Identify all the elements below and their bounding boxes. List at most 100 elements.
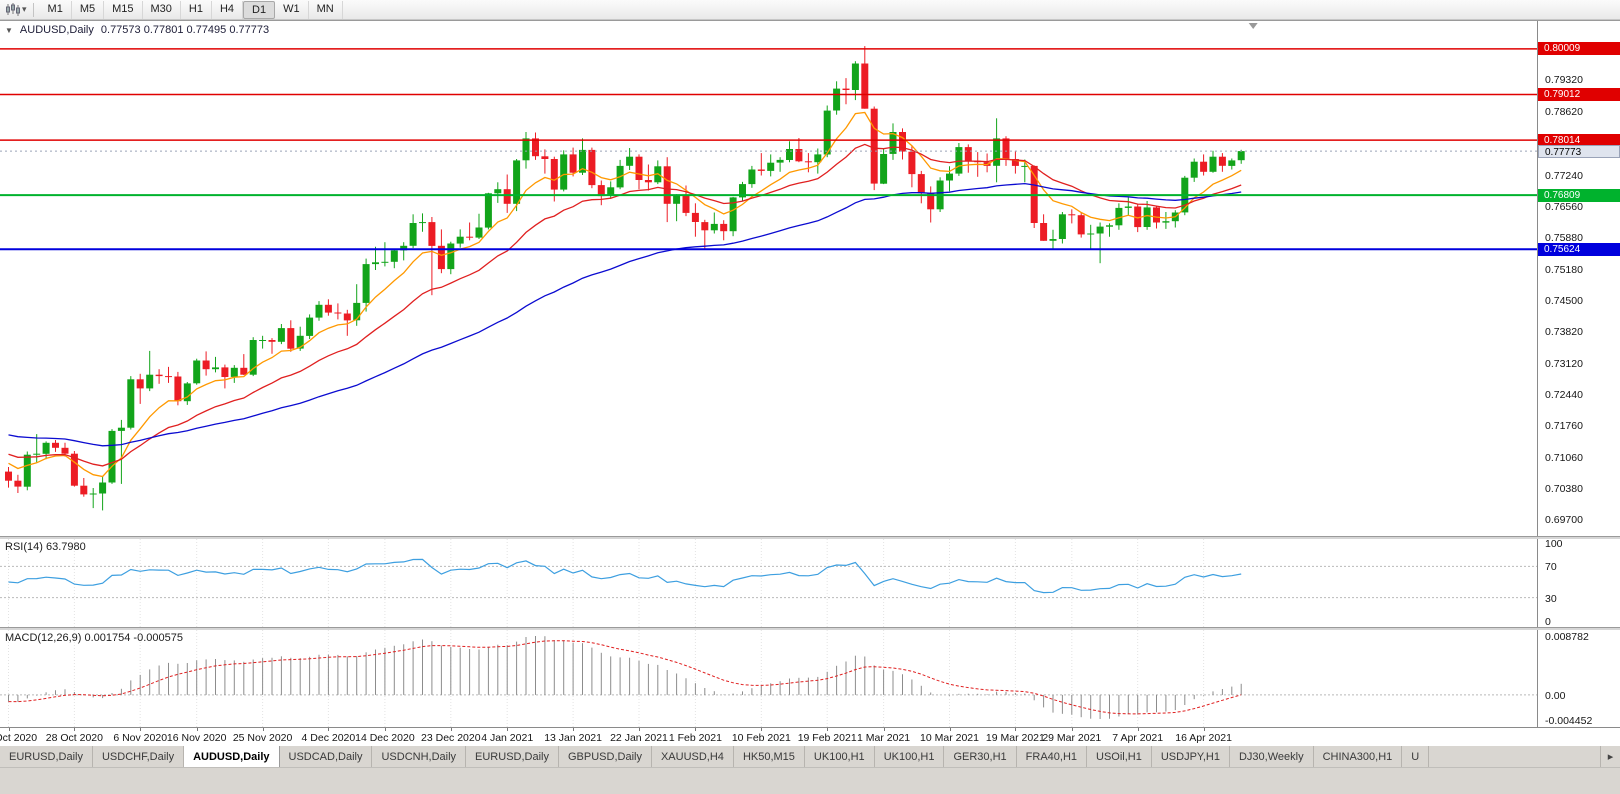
price-axis-label: 0.75880 xyxy=(1545,231,1583,244)
macd-signal-line xyxy=(8,640,1242,715)
macd-histogram-group xyxy=(8,636,1242,719)
tab-scroll-right-button[interactable]: ▸ xyxy=(1600,746,1620,767)
chart-tab-fra40-h1[interactable]: FRA40,H1 xyxy=(1017,746,1088,767)
macd-panel-plot[interactable] xyxy=(0,630,1537,727)
date-tick xyxy=(1203,728,1205,731)
candles-group xyxy=(5,46,1245,511)
rsi-axis-label: 30 xyxy=(1545,592,1557,605)
date-axis-label: 22 Jan 2021 xyxy=(610,732,668,744)
chart-tab-gbpusd-daily[interactable]: GBPUSD,Daily xyxy=(559,746,652,767)
chart-type-icon[interactable] xyxy=(4,2,22,18)
moving-average-lines-group xyxy=(8,111,1242,478)
price-line-label-box[interactable]: 0.76809 xyxy=(1538,188,1620,202)
date-tick xyxy=(8,728,10,731)
chart-tab-eurusd-daily[interactable]: EURUSD,Daily xyxy=(466,746,559,767)
panel-splitter[interactable] xyxy=(0,627,1620,630)
price-line-label-box[interactable]: 0.75624 xyxy=(1538,242,1620,256)
date-tick xyxy=(384,728,386,731)
price-axis-label: 0.79320 xyxy=(1545,74,1583,87)
date-axis-label: 28 Oct 2020 xyxy=(45,732,103,744)
date-tick xyxy=(1137,728,1139,731)
date-tick xyxy=(450,728,452,731)
macd-indicator-label: MACD(12,26,9) 0.001754 -0.000575 xyxy=(5,632,183,644)
date-tick xyxy=(883,728,885,731)
timeframe-button-m30[interactable]: M30 xyxy=(143,0,181,19)
price-line-label-box[interactable]: 0.78014 xyxy=(1538,133,1620,147)
chart-ohlc-values: 0.77573 0.77801 0.77495 0.77773 xyxy=(100,24,270,36)
collapse-arrow-icon[interactable]: ▼ xyxy=(5,25,13,35)
chart-tab-usdcad-daily[interactable]: USDCAD,Daily xyxy=(280,746,373,767)
price-line-label-box[interactable]: 0.79012 xyxy=(1538,88,1620,101)
chart-tab-hk50-m15[interactable]: HK50,M15 xyxy=(734,746,805,767)
timeframe-button-m1[interactable]: M1 xyxy=(40,0,72,19)
price-axis-label: 0.75180 xyxy=(1545,263,1583,276)
chart-tab-china300-h1[interactable]: CHINA300,H1 xyxy=(1314,746,1403,767)
date-axis-label: 13 Jan 2021 xyxy=(544,732,602,744)
chart-shift-marker-icon[interactable] xyxy=(1248,23,1258,29)
price-axis[interactable]: 0.79320 0.78620 0.77240 0.76560 0.75880 0.751… xyxy=(1537,21,1620,727)
price-axis-label: 0.72440 xyxy=(1545,388,1583,401)
chart-tab-usdjpy-h1[interactable]: USDJPY,H1 xyxy=(1152,746,1230,767)
price-axis-label: 0.71060 xyxy=(1545,451,1583,464)
chart-tab-uk100-h1[interactable]: UK100,H1 xyxy=(805,746,875,767)
date-tick xyxy=(827,728,829,731)
timeframe-button-m15[interactable]: M15 xyxy=(104,0,143,19)
chart-tab-usdcnh-daily[interactable]: USDCNH,Daily xyxy=(372,746,467,767)
chart-tab-ger30-h1[interactable]: GER30,H1 xyxy=(944,746,1017,767)
chart-tab-u[interactable]: U xyxy=(1402,746,1430,767)
toolbar-separator xyxy=(32,2,34,17)
horizontal-lines-group[interactable] xyxy=(0,48,1537,251)
chart-tab-bar: EURUSD,Daily USDCHF,Daily AUDUSD,Daily USDC… xyxy=(0,745,1620,767)
price-axis-label: 0.70380 xyxy=(1545,482,1583,495)
rsi-axis-label: 100 xyxy=(1545,538,1563,550)
date-axis-label: 1 Mar 2021 xyxy=(857,732,911,744)
date-tick xyxy=(74,728,76,731)
date-axis-label: 25 Nov 2020 xyxy=(232,732,293,744)
date-tick xyxy=(262,728,264,731)
date-axis-label: 19 Feb 2021 xyxy=(797,732,857,744)
macd-axis-label: -0.004452 xyxy=(1545,715,1593,727)
timeframe-button-m5[interactable]: M5 xyxy=(72,0,105,19)
date-axis-label: 6 Nov 2020 xyxy=(113,732,168,744)
date-axis-label: 19 Mar 2021 xyxy=(985,732,1045,744)
price-line-label-box[interactable]: 0.80009 xyxy=(1538,42,1620,56)
date-tick xyxy=(328,728,330,731)
rsi-line xyxy=(8,558,1242,594)
current-price-label-box: 0.77773 xyxy=(1538,144,1620,158)
main-chart-plot[interactable] xyxy=(0,21,1537,536)
price-axis-label: 0.78620 xyxy=(1545,106,1583,119)
status-bar xyxy=(0,767,1620,794)
macd-gridlines-group xyxy=(0,630,1537,727)
price-axis-label: 0.73820 xyxy=(1545,325,1583,338)
chart-tab-uk100-h1[interactable]: UK100,H1 xyxy=(875,746,945,767)
chart-tab-eurusd-daily[interactable]: EURUSD,Daily xyxy=(0,746,93,767)
chart-tab-dj30-weekly[interactable]: DJ30,Weekly xyxy=(1230,746,1314,767)
date-axis-label: 10 Feb 2021 xyxy=(731,732,791,744)
date-tick xyxy=(949,728,951,731)
date-axis-label: 16 Apr 2021 xyxy=(1175,732,1232,744)
date-axis-label: 19 Oct 2020 xyxy=(0,732,38,744)
timeframe-button-d1[interactable]: D1 xyxy=(243,0,276,19)
chart-tab-usdchf-daily[interactable]: USDCHF,Daily xyxy=(93,746,185,767)
date-axis-label: 14 Dec 2020 xyxy=(355,732,415,744)
timeframe-button-h1[interactable]: H1 xyxy=(181,0,212,19)
timeframe-button-w1[interactable]: W1 xyxy=(275,0,309,19)
chart-type-dropdown-caret-icon[interactable]: ▾ xyxy=(22,4,27,14)
timeframe-button-h4[interactable]: H4 xyxy=(212,0,244,19)
date-axis-label: 29 Mar 2021 xyxy=(1042,732,1102,744)
rsi-panel-plot[interactable] xyxy=(0,539,1537,627)
rsi-indicator-label: RSI(14) 63.7980 xyxy=(5,541,86,553)
chart-tab-xauusd-h4[interactable]: XAUUSD,H4 xyxy=(652,746,734,767)
date-tick xyxy=(761,728,763,731)
panel-splitter[interactable] xyxy=(0,536,1620,539)
timeframe-button-mn[interactable]: MN xyxy=(309,0,343,19)
chart-tab-usoil-h1[interactable]: USOil,H1 xyxy=(1087,746,1152,767)
chart-tab-audusd-daily[interactable]: AUDUSD,Daily xyxy=(184,746,280,767)
price-axis-label: 0.71760 xyxy=(1545,419,1583,432)
date-axis-label: 4 Dec 2020 xyxy=(301,732,356,744)
date-tick xyxy=(1071,728,1073,731)
date-tick xyxy=(1015,728,1017,731)
date-tick xyxy=(507,728,509,731)
chart-symbol-title: AUDUSD,Daily xyxy=(19,24,94,36)
